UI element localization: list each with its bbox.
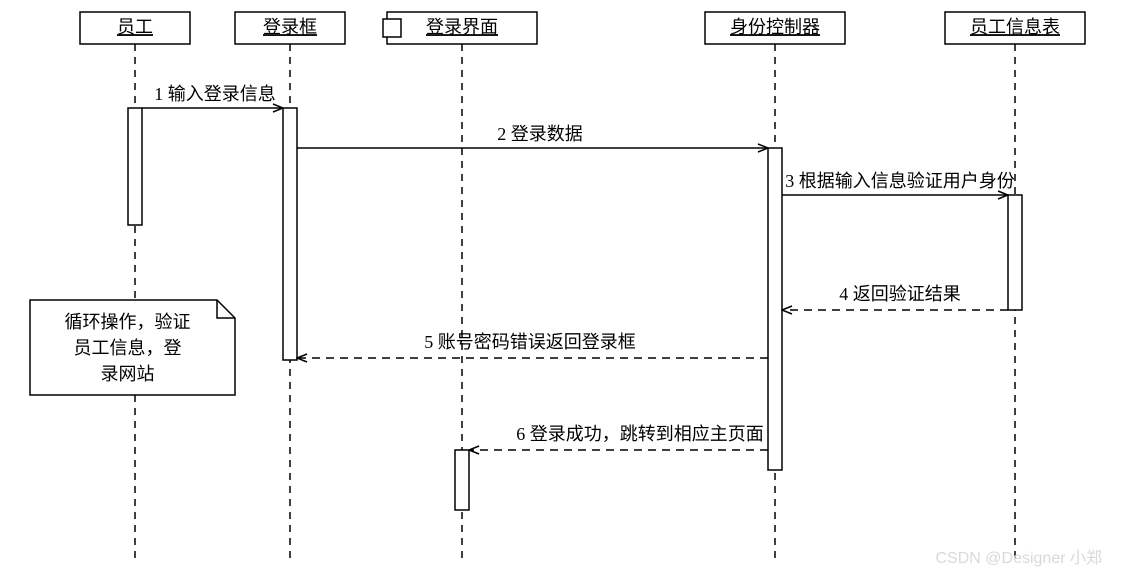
activation-loginPage [455,450,469,510]
note-line-0: 循环操作，验证 [65,312,191,332]
note-line-2: 录网站 [101,364,155,384]
lifeline-label-loginPage: 登录界面 [426,17,498,37]
activation-actor [128,108,142,225]
message-label-1: 1 输入登录信息 [154,84,276,104]
interface-connector-icon [383,19,401,37]
message-label-4: 4 返回验证结果 [839,284,961,304]
sequence-diagram: 员工 登录框 登录界面 身份控制器 员工信息表 1 输入登录信息 2 登录数据 3 根据输入信… [0,0,1122,577]
message-label-3: 3 根据输入信息验证用户身份 [785,171,1015,191]
message-label-5: 5 账号密码错误返回登录框 [424,332,636,352]
activation-empTable [1008,195,1022,310]
message-label-2: 2 登录数据 [497,124,583,144]
activation-loginBox [283,108,297,360]
lifeline-label-loginBox: 登录框 [263,17,317,37]
message-label-6: 6 登录成功，跳转到相应主页面 [516,424,764,444]
note-line-1: 员工信息，登 [74,338,182,358]
lifeline-label-idCtrl: 身份控制器 [730,17,820,37]
activation-idCtrl [768,148,782,470]
watermark: CSDN @Designer 小郑 [935,549,1102,567]
lifeline-label-actor: 员工 [117,17,153,37]
lifeline-label-empTable: 员工信息表 [970,17,1060,37]
